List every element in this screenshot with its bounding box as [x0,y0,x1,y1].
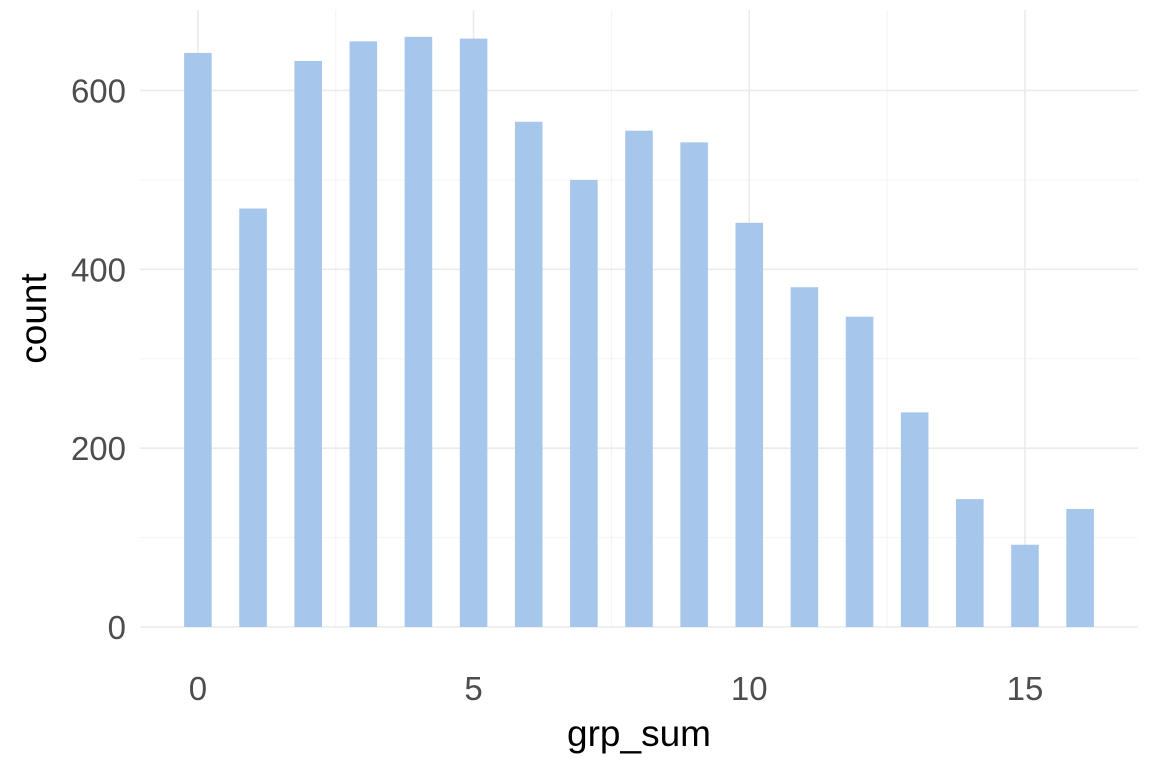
bar-11 [790,287,819,627]
bar-6 [514,121,543,627]
y-tick-label: 400 [71,251,126,288]
bar-8 [625,130,653,627]
bars [184,36,1094,628]
bar-4 [404,36,433,627]
bar-10 [735,222,764,627]
bar-13 [900,412,929,627]
x-tick-label: 0 [189,670,207,707]
bar-1 [239,208,267,627]
x-tick-label: 10 [731,670,768,707]
bar-7 [570,179,598,627]
y-tick-label: 200 [71,430,126,467]
bar-9 [680,142,708,627]
y-tick-label: 600 [71,72,126,109]
x-tick-label: 5 [464,670,482,707]
bar-14 [956,499,984,627]
bar-0 [184,52,212,627]
x-axis-ticks: 0 5 10 15 [189,670,1044,707]
bar-12 [845,316,874,627]
y-axis-title: count [13,273,54,364]
bar-2 [294,60,322,628]
y-tick-label: 0 [108,609,126,646]
x-axis-title: grp_sum [567,713,711,754]
bar-15 [1011,544,1039,627]
bar-3 [349,41,378,627]
bar-16 [1066,508,1094,627]
bar-5 [459,38,488,627]
y-axis-ticks: 0 200 400 600 [71,72,126,646]
x-tick-label: 15 [1007,670,1044,707]
